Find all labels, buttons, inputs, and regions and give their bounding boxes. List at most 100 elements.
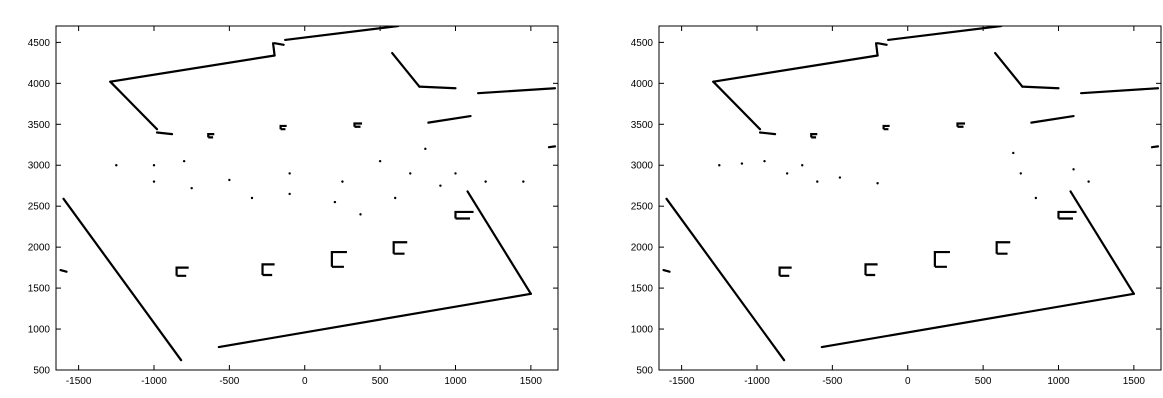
x-tick-label: -500 [219,376,239,387]
wall-segment [273,42,285,46]
wall-segment [1021,85,1060,90]
noise-point [484,180,487,183]
wall-segment [271,42,276,57]
wall-segment [391,51,421,88]
noise-point [152,164,156,167]
noise-point [1012,151,1015,155]
y-tick-label: 2000 [631,243,654,254]
noise-point [359,213,362,216]
y-tick-label: 3500 [28,120,51,131]
wall-segment [547,145,557,149]
noise-point [740,162,744,165]
noise-point [1034,196,1038,200]
wall-segment [59,268,68,273]
pillar-mark [810,133,818,139]
y-tick-label: 2500 [631,202,654,213]
wall-segment [427,114,472,124]
noise-point [333,200,337,204]
x-tick-label: 1500 [1123,376,1146,387]
wall-segment [466,190,532,295]
noise-point [288,192,291,196]
wall-segment [109,80,159,131]
pillar-mark [1057,210,1077,220]
left-plot-panel: -1500 -1000 -500 0 500 1000 1500 500 1000 1500 200… [0,0,560,398]
wall-segment [109,54,276,83]
pillar-mark [956,122,966,128]
left-plot: -1500 -1000 -500 0 500 1000 1500 500 1000 1500 200… [28,25,559,387]
pillar-mark [995,241,1011,255]
noise-point [424,147,427,151]
y-tick-label: 500 [33,366,50,377]
wall-segment [62,197,183,362]
x-tick-label: 500 [372,376,389,387]
wall-segment [887,26,1003,42]
pillar-mark [261,263,275,277]
right-plot: -1500 -1000 -500 0 500 1000 1500 500 1000 1500 200… [631,25,1162,387]
noise-point [228,178,231,182]
wall-segment [1030,114,1075,124]
plot-marks [662,26,1160,362]
x-tick-label: -1500 [669,376,695,387]
wall-segment [155,131,174,136]
y-tick-label: 4500 [28,38,51,49]
wall-segment [1069,190,1135,295]
plot-frame [658,25,1162,371]
noise-point [801,164,804,167]
pillar-mark [864,263,878,277]
wall-segment [284,26,400,42]
noise-point [785,172,789,175]
pillar-mark [933,250,950,268]
wall-segment [662,268,671,273]
pillar-mark [330,250,347,268]
noise-point [378,159,382,163]
x-tick-label: 500 [975,376,992,387]
x-tick-label: 0 [302,376,308,387]
noise-point [250,196,254,200]
y-tick-label: 1000 [631,325,654,336]
x-tick-label: -500 [822,376,842,387]
y-tick-label: 4000 [28,79,51,90]
noise-point [816,180,819,183]
noise-point [439,184,442,187]
plot-marks [59,26,557,362]
wall-segment [876,42,888,46]
pillar-mark [207,133,215,139]
y-tick-label: 4500 [631,38,654,49]
noise-point [409,172,412,175]
wall-segment [477,87,557,95]
noise-point [341,180,344,183]
y-tick-label: 3500 [631,120,654,131]
y-tick-label: 500 [636,366,653,377]
noise-point [876,182,879,185]
noise-point [152,180,156,183]
y-tick-label: 1500 [28,284,51,295]
y-tick-label: 4000 [631,79,654,90]
wall-segment [758,131,777,136]
wall-segment [820,292,1135,349]
pillar-mark [353,122,363,128]
noise-point [1019,172,1023,175]
noise-point [1087,180,1090,183]
pillar-mark [392,241,408,255]
y-tick-label: 3000 [28,161,51,172]
x-tick-label: -1000 [744,376,770,387]
y-tick-label: 1000 [28,325,51,336]
x-tick-label: 1000 [1047,376,1070,387]
wall-segment [418,85,457,90]
right-plot-panel: -1500 -1000 -500 0 500 1000 1500 500 1000 1500 200… [603,0,1163,398]
wall-segment [1080,87,1160,95]
noise-point [718,164,721,167]
wall-segment [874,42,879,57]
x-tick-label: -1500 [66,376,92,387]
noise-point [115,164,118,167]
noise-point [454,172,457,175]
x-tick-label: 0 [905,376,911,387]
x-tick-label: 1000 [444,376,467,387]
x-tick-label: 1500 [520,376,543,387]
plot-frame [55,25,559,371]
pillar-mark [279,124,287,131]
pillar-mark [882,124,890,131]
y-tick-label: 2000 [28,243,51,254]
noise-point [288,172,291,175]
wall-segment [665,197,786,362]
